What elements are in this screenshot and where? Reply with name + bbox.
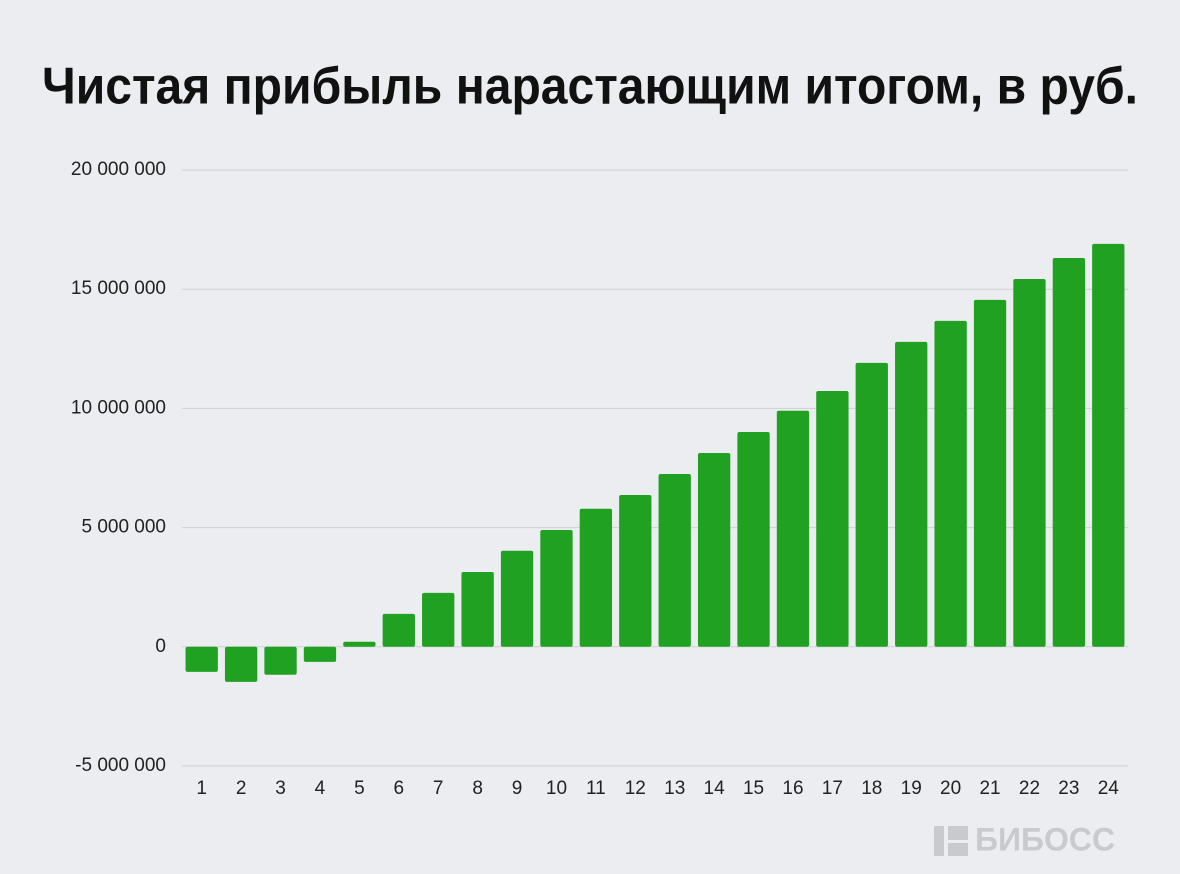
x-tick-label: 13 xyxy=(664,778,685,799)
x-tick-label: 15 xyxy=(743,778,764,799)
y-tick-label: -5 000 000 xyxy=(75,755,166,776)
x-tick-label: 7 xyxy=(433,778,444,799)
x-tick-label: 21 xyxy=(979,778,1000,799)
y-tick-label: 20 000 000 xyxy=(71,159,166,180)
bar xyxy=(658,473,691,647)
bar xyxy=(422,592,455,647)
x-tick-label: 6 xyxy=(394,778,405,799)
y-tick-label: 15 000 000 xyxy=(71,278,166,299)
watermark-logo xyxy=(934,826,968,856)
bar xyxy=(264,646,297,675)
bar xyxy=(816,390,849,647)
x-tick-label: 16 xyxy=(782,778,803,799)
bar xyxy=(1092,243,1125,647)
x-tick-label: 5 xyxy=(354,778,365,799)
bar xyxy=(855,362,888,647)
x-tick-label: 22 xyxy=(1019,778,1040,799)
y-tick-label: 10 000 000 xyxy=(71,397,166,418)
bar xyxy=(934,320,967,647)
bar xyxy=(185,646,218,672)
x-tick-label: 8 xyxy=(472,778,483,799)
x-tick-label: 12 xyxy=(625,778,646,799)
x-tick-label: 1 xyxy=(196,778,207,799)
y-tick-label: 5 000 000 xyxy=(81,517,166,538)
x-tick-label: 10 xyxy=(546,778,567,799)
chart-title: Чистая прибыль нарастающим итогом, в руб… xyxy=(42,58,1138,116)
bar xyxy=(382,613,415,647)
y-tick-label: 0 xyxy=(155,636,166,657)
x-tick-label: 14 xyxy=(704,778,726,799)
x-tick-label: 4 xyxy=(315,778,326,799)
x-tick-label: 9 xyxy=(512,778,523,799)
bar xyxy=(895,341,928,647)
x-tick-label: 24 xyxy=(1098,778,1120,799)
bar xyxy=(973,299,1007,647)
x-tick-label: 18 xyxy=(861,778,882,799)
bar xyxy=(579,508,613,647)
bar xyxy=(461,571,494,647)
x-tick-label: 23 xyxy=(1058,778,1079,799)
bar xyxy=(1052,257,1086,647)
x-tick-label: 17 xyxy=(822,778,843,799)
bar xyxy=(776,410,810,647)
bar xyxy=(343,641,376,647)
x-tick-label: 20 xyxy=(940,778,961,799)
x-tick-label: 19 xyxy=(901,778,922,799)
x-tick-label: 11 xyxy=(586,778,606,799)
bar xyxy=(500,550,534,647)
bar xyxy=(1013,278,1046,647)
bar xyxy=(540,529,573,647)
bar xyxy=(737,432,770,647)
bar xyxy=(619,494,652,647)
x-tick-label: 3 xyxy=(275,778,286,799)
watermark: БИБОСС xyxy=(975,821,1115,857)
bar xyxy=(303,646,337,662)
bar xyxy=(697,452,731,647)
x-tick-label: 2 xyxy=(236,778,247,799)
bar xyxy=(224,646,258,682)
